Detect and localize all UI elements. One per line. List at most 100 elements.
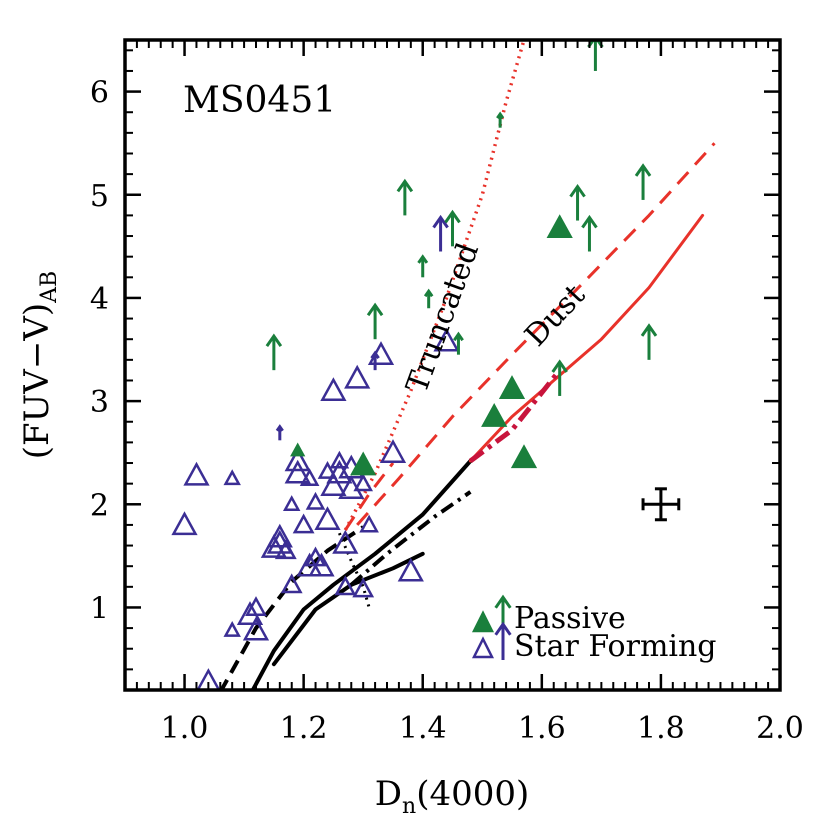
passive-limit-arrow-head [551,359,568,373]
star-forming-point [329,450,350,469]
star-forming-point [274,539,297,560]
passive-limit-arrow [453,331,464,355]
y-axis-title-sub: AB [37,271,62,304]
star-forming-point [314,506,341,531]
star-forming-point [245,596,267,616]
passive-limit-arrow [587,40,604,71]
star-forming-point [397,557,424,582]
star-forming-point [320,472,347,496]
passive-limit-arrow-head [396,178,414,193]
star-forming-point [320,377,347,402]
passive-limit-arrow-head [587,40,604,48]
passive-limit-arrow [496,111,505,128]
x-axis-title-sub: n [402,794,416,819]
x-tick-label: 1.2 [280,711,328,746]
passive-limit-arrow-head [453,331,464,342]
star-forming-point [284,459,311,484]
legend-star-forming-triangle [471,636,495,659]
star-forming-point [266,523,293,548]
star-forming-point [223,469,241,486]
passive-limit-arrow-head [569,183,586,198]
y-tick-label: 2 [90,488,109,523]
passive-limit-arrow [265,333,283,371]
star-forming-limit-arrow [370,350,380,371]
legend: Passive Star Forming [471,594,717,664]
passive-limit-arrow-head [496,111,505,119]
star-forming-point [299,468,320,487]
legend-star-forming-arrow [494,621,512,660]
passive-limit-arrow [634,163,652,200]
passive-limit-arrow [423,288,434,309]
y-tick-label: 5 [90,179,109,214]
cluster-label: MS0451 [183,80,336,121]
star-forming-limit-arrow [432,214,449,252]
data-markers [171,40,658,690]
star-forming-point [353,473,374,492]
passive-limit-arrow-head [581,214,598,229]
star-forming-point [183,461,210,486]
star-forming-point [352,577,375,598]
star-forming-point [332,529,359,554]
model-curve-black-dashed [219,525,365,690]
star-forming-point [344,364,371,389]
x-tick-label: 1.0 [161,711,209,746]
star-forming-point [326,459,353,484]
y-tick-label: 1 [90,591,109,626]
model-curve-red-dashed [356,142,716,526]
passive-limit-arrow-head [640,323,658,337]
error-bar [641,487,681,522]
x-tick-label: 1.6 [518,711,566,746]
plot-frame [123,38,782,692]
star-forming-point [223,621,241,637]
passive-point [481,403,508,427]
star-forming-point [292,513,315,534]
model-curve-black-solid [250,459,473,690]
x-axis-title: Dn(4000) [375,774,530,819]
model-curve-black-dotted [338,532,371,608]
passive-point [350,451,377,476]
legend-star-forming-arrow-icon [494,621,512,660]
legend-passive-arrow-icon-head [494,594,512,609]
passive-limit-arrow [417,254,429,278]
passive-limit-arrow-head [417,254,429,264]
passive-point [546,214,573,239]
star-forming-point [359,514,379,533]
star-forming-limit-arrow-head [370,350,380,360]
star-forming-point [379,439,407,463]
star-forming-limit-arrow-head [275,424,284,432]
star-forming-point [305,491,326,510]
tick-labels: 1.0 1.2 1.4 1.6 1.8 2.0 1 2 3 4 5 6 [90,76,804,746]
x-axis-title-main: D [375,774,402,814]
passive-point [498,375,526,399]
passive-limit-arrow-head [634,163,652,177]
legend-passive-triangle [471,610,495,633]
passive-point [510,444,538,469]
legend-passive-label: Passive [514,601,626,636]
star-forming-point [284,447,311,472]
y-tick-label: 6 [90,76,109,111]
passive-limit-arrow [396,178,414,216]
star-forming-point [171,511,198,536]
passive-limit-arrow [551,359,568,396]
star-forming-point [433,327,460,352]
legend-star-forming-arrow-icon-head [494,621,512,636]
passive-limit-arrow [366,302,384,340]
star-forming-point [317,461,338,479]
passive-limit-arrow-head [265,333,283,348]
star-forming-point [282,495,301,511]
x-tick-label: 1.8 [637,711,685,746]
y-tick-label: 4 [90,282,109,317]
x-axis-title-tail: (4000) [416,774,529,814]
passive-limit-arrow-head [444,209,461,224]
passive-limit-arrow [581,214,598,252]
star-forming-point [280,573,303,594]
star-forming-point [308,552,335,577]
passive-limit-arrow-head [423,288,434,298]
passive-limit-arrow [640,323,658,360]
y-tick-label: 3 [90,385,109,420]
x-tick-label: 1.4 [399,711,447,746]
star-forming-limit-arrow-head [432,214,449,229]
y-axis-title: (FUV−V)AB [17,271,62,459]
passive-limit-arrow-head [366,302,384,317]
